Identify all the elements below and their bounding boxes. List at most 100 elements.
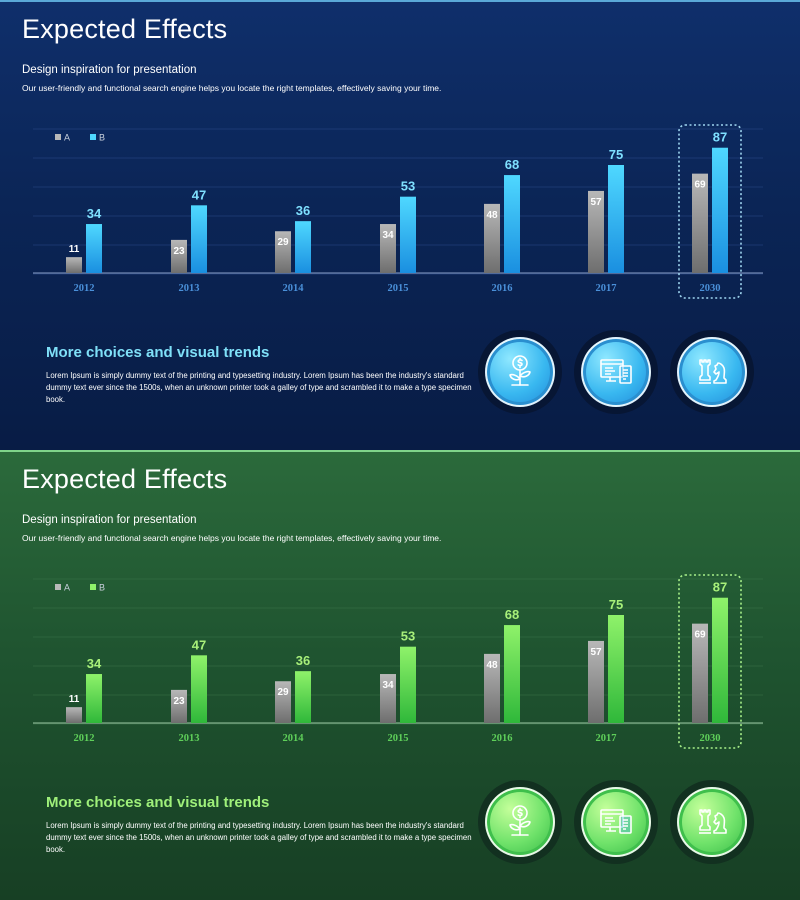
data-label-b-2014: 36: [296, 653, 310, 668]
data-label-a-2012: 11: [69, 694, 80, 705]
bar-a-2012: [66, 257, 82, 273]
data-label-b-2030: 87: [713, 130, 727, 145]
highlight-box-2030: [678, 124, 742, 299]
bar-b-2013: [191, 655, 207, 723]
x-tick-label-2015: 2015: [388, 283, 409, 294]
bar-b-2017: [608, 165, 624, 273]
data-label-b-2014: 36: [296, 203, 310, 218]
bar-b-2016: [504, 175, 520, 273]
data-label-b-2013: 47: [192, 637, 206, 652]
bar-chart: A B11342012234720132936201434532015486820…: [33, 124, 763, 299]
documents-icon-circle: [574, 780, 658, 864]
data-label-b-2016: 68: [505, 607, 519, 622]
data-label-b-2013: 47: [192, 187, 206, 202]
data-label-a-2017: 57: [590, 647, 602, 658]
data-label-b-2017: 75: [609, 147, 623, 162]
section-body-text: Lorem Ipsum is simply dummy text of the …: [46, 821, 472, 854]
legend-swatch-a: [55, 134, 61, 140]
section-body-text: Lorem Ipsum is simply dummy text of the …: [46, 371, 472, 404]
legend-label-b: B: [99, 133, 105, 143]
legend-swatch-b: [90, 134, 96, 140]
chess-pieces-icon-circle: [670, 780, 754, 864]
bar-a-2013: [171, 689, 187, 723]
data-label-b-2015: 53: [401, 629, 415, 644]
data-label-a-2016: 48: [486, 660, 498, 671]
bar-b-2030: [712, 597, 728, 723]
bar-a-2030: [692, 623, 708, 723]
slide-description: Our user-friendly and functional search …: [22, 533, 442, 543]
x-tick-label-2016: 2016: [492, 283, 513, 294]
bar-a-2017: [588, 190, 604, 273]
data-label-a-2015: 34: [382, 680, 394, 691]
x-tick-label-2030: 2030: [700, 283, 721, 294]
legend-swatch-a: [55, 584, 61, 590]
chess-pieces-icon: [677, 337, 747, 407]
bar-b-2013: [191, 205, 207, 273]
slide-subtitle: Design inspiration for presentation: [22, 64, 197, 76]
x-tick-label-2014: 2014: [283, 733, 305, 744]
bar-b-2015: [400, 646, 416, 723]
documents-icon: [581, 787, 651, 857]
bar-b-2014: [295, 671, 311, 723]
bar-b-2016: [504, 625, 520, 723]
data-label-a-2016: 48: [486, 210, 498, 221]
bar-a-2013: [171, 239, 187, 273]
bar-a-2014: [275, 231, 291, 273]
bar-b-2015: [400, 196, 416, 273]
documents-icon-circle: [574, 330, 658, 414]
x-tick-label-2013: 2013: [179, 283, 200, 294]
slide-title: Expected Effects: [22, 14, 228, 44]
slide-title: Expected Effects: [22, 464, 228, 494]
chess-pieces-icon: [677, 787, 747, 857]
highlight-box-2030: [678, 574, 742, 749]
bar-b-2012: [86, 674, 102, 723]
bar-b-2030: [712, 147, 728, 273]
data-label-a-2013: 23: [173, 696, 185, 707]
bar-b-2014: [295, 221, 311, 273]
bar-a-2015: [380, 224, 396, 273]
money-plant-icon: [485, 787, 555, 857]
bar-b-2017: [608, 615, 624, 723]
data-label-a-2030: 69: [694, 630, 706, 641]
bar-a-2017: [588, 640, 604, 723]
slide-description: Our user-friendly and functional search …: [22, 83, 442, 93]
x-tick-label-2012: 2012: [74, 283, 95, 294]
bar-a-2014: [275, 681, 291, 723]
x-tick-label-2017: 2017: [596, 733, 617, 744]
data-label-a-2015: 34: [382, 230, 394, 241]
slide-green: Expected Effects Design inspiration for …: [0, 450, 800, 900]
data-label-b-2030: 87: [713, 580, 727, 595]
bar-a-2016: [484, 203, 500, 273]
bar-chart: A B11342012234720132936201434532015486820…: [33, 574, 763, 749]
bar-a-2012: [66, 707, 82, 723]
money-plant-icon-circle: [478, 780, 562, 864]
bar-b-2012: [86, 224, 102, 273]
chess-pieces-icon-circle: [670, 330, 754, 414]
documents-icon: [581, 337, 651, 407]
bar-a-2030: [692, 173, 708, 273]
data-label-b-2012: 34: [87, 656, 102, 671]
data-label-b-2017: 75: [609, 597, 623, 612]
data-label-a-2017: 57: [590, 197, 602, 208]
data-label-b-2016: 68: [505, 157, 519, 172]
data-label-b-2015: 53: [401, 179, 415, 194]
slide-subtitle: Design inspiration for presentation: [22, 514, 197, 526]
data-label-a-2013: 23: [173, 246, 185, 257]
money-plant-icon: [485, 337, 555, 407]
x-tick-label-2013: 2013: [179, 733, 200, 744]
x-tick-label-2017: 2017: [596, 283, 617, 294]
x-tick-label-2014: 2014: [283, 283, 305, 294]
x-tick-label-2012: 2012: [74, 733, 95, 744]
bar-a-2015: [380, 674, 396, 723]
legend-label-a: A: [64, 133, 70, 143]
data-label-a-2014: 29: [277, 237, 289, 248]
x-tick-label-2016: 2016: [492, 733, 513, 744]
legend-label-a: A: [64, 583, 70, 593]
x-tick-label-2030: 2030: [700, 733, 721, 744]
data-label-b-2012: 34: [87, 206, 102, 221]
slide-blue: Expected Effects Design inspiration for …: [0, 0, 800, 450]
section-heading: More choices and visual trends: [46, 344, 270, 361]
data-label-a-2030: 69: [694, 180, 706, 191]
